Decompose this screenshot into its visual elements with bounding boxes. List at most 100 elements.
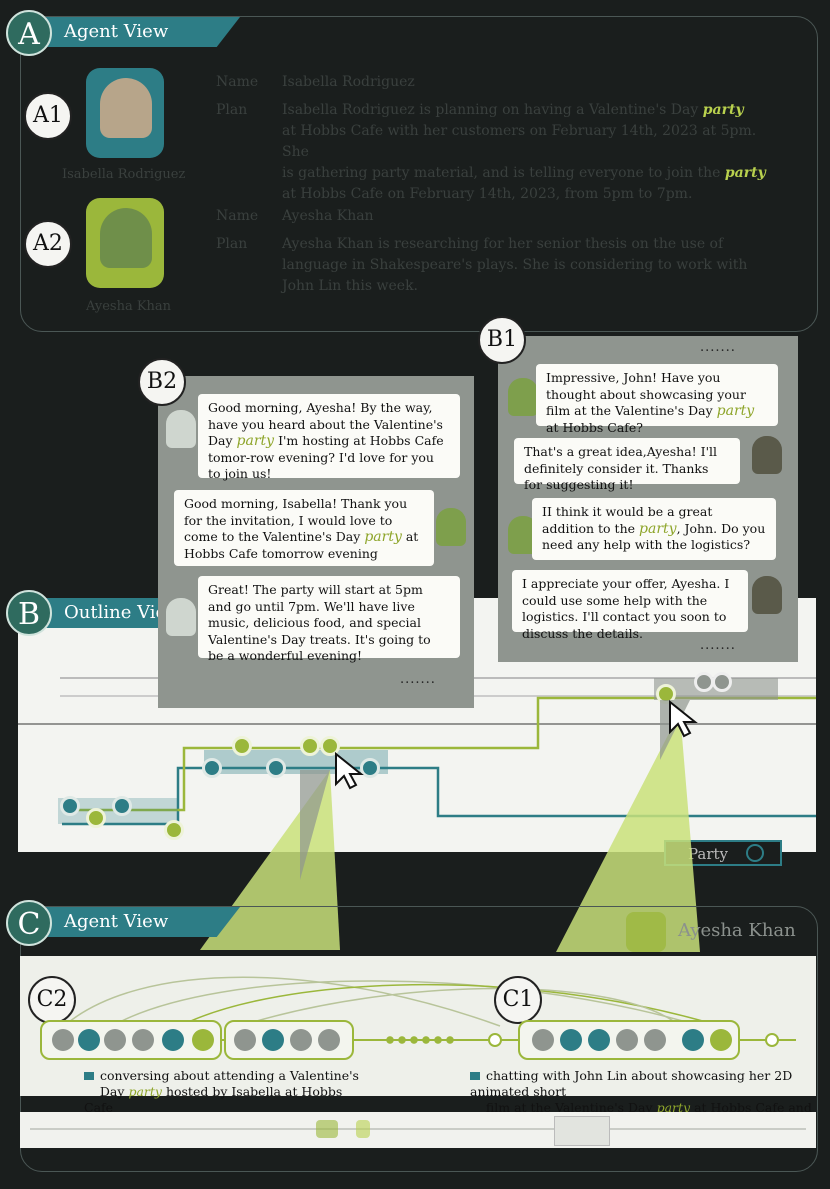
a1-plan-keyword: party <box>702 102 744 118</box>
isabella-avatar[interactable] <box>86 68 164 158</box>
activity-icon[interactable] <box>262 1029 284 1051</box>
a1-plan-label: Plan <box>216 102 248 118</box>
b2-message-2: Good morning, Isabella! Thank you for th… <box>174 490 434 566</box>
c2-caption-keyword: party <box>128 1084 162 1099</box>
a2-plan-line3: John Lin this week. <box>282 278 419 294</box>
activity-icon[interactable] <box>588 1029 610 1051</box>
b1-ellipsis-top: ....... <box>700 340 736 355</box>
b1-message-4: I appreciate your offer, Ayesha. I could… <box>512 570 748 641</box>
b2-message-1: Good morning, Ayesha! By the way, have y… <box>198 394 460 481</box>
search-box[interactable]: Party <box>664 840 782 866</box>
a1-agent-name: Isabella Rodriguez <box>62 167 186 182</box>
a2-plan-text: Ayesha Khan is researching for her senio… <box>282 234 772 297</box>
search-input[interactable]: Party <box>688 845 729 863</box>
ayesha-mini-avatar <box>508 378 538 416</box>
timeline-node[interactable] <box>266 758 286 778</box>
activity-icon[interactable] <box>78 1029 100 1051</box>
activity-icon[interactable] <box>682 1029 704 1051</box>
b2-msg2-text-end: at Hobbs Cafe tomorrow evening <box>184 529 419 561</box>
c1-badge: C1 <box>494 976 542 1024</box>
c2-caption-line1: conversing about attending a Valentine's <box>100 1068 359 1083</box>
c-overview-strip[interactable] <box>20 1112 816 1148</box>
timeline-node[interactable] <box>320 736 340 756</box>
section-b-badge: B <box>6 590 52 636</box>
ayesha-avatar[interactable] <box>86 198 164 288</box>
b1-message-3: II think it would be a great addition to… <box>532 498 776 560</box>
timeline-node[interactable] <box>112 796 132 816</box>
c2-caption-post: hosted by Isabella at Hobbs Cafe <box>84 1084 343 1115</box>
search-icon[interactable] <box>746 844 764 862</box>
section-c-badge: C <box>6 900 52 946</box>
isabella-mini-avatar <box>166 410 196 448</box>
a1-name-value: Isabella Rodriguez <box>282 74 415 90</box>
section-a-title: Agent View <box>46 17 240 47</box>
c1-caption-line1: chatting with John Lin about showcasing … <box>470 1068 793 1099</box>
b1-msg1-text-end: at Hobbs Cafe? <box>546 419 644 435</box>
overview-marker <box>356 1120 370 1138</box>
activity-icon[interactable] <box>616 1029 638 1051</box>
activity-icon[interactable] <box>290 1029 312 1051</box>
timeline-node[interactable] <box>360 758 380 778</box>
activity-icon[interactable] <box>162 1029 184 1051</box>
a2-name-value: Ayesha Khan <box>282 208 374 224</box>
agent-view-panel-a <box>20 16 818 332</box>
b2-msg1-text: Good morning, Ayesha! By the way, have y… <box>208 400 443 448</box>
b2-msg1-text-end: I'm hosting at Hobbs Cafe tomor-row even… <box>208 433 444 481</box>
overview-viewport[interactable] <box>554 1116 610 1146</box>
a2-plan-label: Plan <box>216 236 248 252</box>
b1-msg3-text: II think it would be a great addition to… <box>542 504 713 536</box>
timeline-node[interactable] <box>202 758 222 778</box>
john-mini-avatar <box>752 576 782 614</box>
b1-badge: B1 <box>478 316 526 364</box>
timeline-node[interactable] <box>164 820 184 840</box>
isabella-mini-avatar <box>166 598 196 636</box>
walk-icon[interactable] <box>710 1029 732 1051</box>
ayesha-header-avatar <box>626 912 666 952</box>
section-c-title: Agent View <box>46 907 240 937</box>
b1-msg3-keyword: party <box>639 520 677 537</box>
chat-icon <box>84 1072 94 1080</box>
a2-plan-line1: Ayesha Khan is researching for her senio… <box>282 236 724 252</box>
activity-icon[interactable] <box>132 1029 154 1051</box>
timeline-node[interactable] <box>232 736 252 756</box>
a2-badge: A2 <box>24 220 72 268</box>
a2-plan-line2: language in Shakespeare's plays. She is … <box>282 257 748 273</box>
b2-msg3-text: Great! The party will start at 5pm and g… <box>208 582 431 663</box>
b1-msg3-text-end: , John. Do you need any help with the lo… <box>542 520 766 553</box>
a1-plan-keyword-2: party <box>724 165 766 181</box>
activity-icon[interactable] <box>318 1029 340 1051</box>
c2-badge: C2 <box>28 976 76 1024</box>
activity-icon[interactable] <box>644 1029 666 1051</box>
c1-caption-keyword: party <box>656 1100 691 1115</box>
timeline-node[interactable] <box>712 672 732 692</box>
a2-name-label: Name <box>216 208 259 224</box>
activity-icon[interactable] <box>532 1029 554 1051</box>
c-header-name: Ayesha Khan <box>678 920 796 941</box>
ayesha-sprite <box>100 208 152 268</box>
activity-icon[interactable] <box>104 1029 126 1051</box>
a1-plan-line1: Isabella Rodriguez is planning on having… <box>282 102 699 118</box>
a1-badge: A1 <box>24 92 72 140</box>
b2-msg2-keyword: party <box>364 529 402 545</box>
timeline-node[interactable] <box>86 808 106 828</box>
overview-marker <box>316 1120 338 1138</box>
cursor-icon <box>669 700 698 738</box>
a1-plan-line4: at Hobbs Cafe on February 14th, 2023, fr… <box>282 186 693 202</box>
c-dotted-gap <box>384 1036 454 1044</box>
activity-icon[interactable] <box>560 1029 582 1051</box>
c2-caption-pre: Day <box>99 1084 125 1099</box>
timeline-node[interactable] <box>694 672 714 692</box>
chat-icon <box>470 1072 480 1080</box>
cursor-icon <box>335 752 364 790</box>
timeline-node[interactable] <box>60 796 80 816</box>
isabella-sprite <box>100 78 152 138</box>
c2-caption: conversing about attending a Valentine's… <box>84 1068 364 1116</box>
a1-plan-line2: at Hobbs Cafe with her customers on Febr… <box>282 123 757 160</box>
a1-name-label: Name <box>216 74 259 90</box>
activity-icon[interactable] <box>52 1029 74 1051</box>
timeline-node[interactable] <box>300 736 320 756</box>
b1-msg4-text: I appreciate your offer, Ayesha. I could… <box>522 576 730 641</box>
activity-icon[interactable] <box>234 1029 256 1051</box>
section-a-badge: A <box>6 10 52 56</box>
walk-icon[interactable] <box>192 1029 214 1051</box>
